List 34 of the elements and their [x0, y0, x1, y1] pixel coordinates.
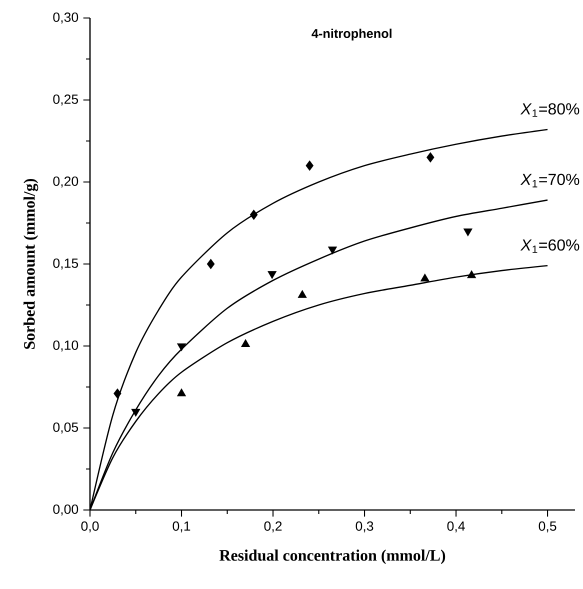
- point: [177, 388, 186, 396]
- point: [328, 246, 337, 254]
- point: [306, 160, 314, 171]
- text: 4-nitrophenol: [312, 28, 392, 41]
- y-axis-title: Sorbed amount (mmol/g): [24, 178, 38, 349]
- y-tick-label: 0,15: [53, 258, 78, 270]
- point: [464, 228, 472, 236]
- point: [426, 152, 434, 162]
- x-tick-label: 0,2: [264, 521, 282, 532]
- series-label: X$_{1}$=60%: [520, 239, 580, 253]
- x-tick-label: 0,3: [356, 521, 374, 532]
- point: [177, 343, 186, 352]
- series-label: X$_{1}$=80%: [520, 103, 580, 117]
- x-tick-label: 0,5: [538, 521, 556, 532]
- point: [467, 270, 476, 278]
- point: [298, 290, 307, 298]
- point: [114, 388, 122, 399]
- x-axis-title: Residual concentration (mmol/L): [219, 550, 446, 564]
- point: [420, 274, 430, 282]
- series-label: X$_{1}$=70%: [520, 174, 580, 188]
- x-tick-label: 0,4: [447, 521, 465, 532]
- x-tick-label: 0,1: [172, 521, 190, 532]
- point: [131, 408, 140, 417]
- point: [241, 339, 250, 348]
- y-tick-label: 0,30: [53, 12, 78, 24]
- y-tick-label: 0,20: [53, 176, 78, 188]
- point: [250, 210, 258, 220]
- point: [206, 258, 215, 270]
- x-tick-label: 0,0: [81, 521, 99, 532]
- y-tick-label: 0,25: [53, 94, 78, 106]
- y-tick-label: 0,05: [53, 422, 78, 434]
- y-tick-label: 0,10: [53, 340, 78, 352]
- y-tick-label: 0,00: [53, 504, 78, 516]
- point: [268, 271, 277, 279]
